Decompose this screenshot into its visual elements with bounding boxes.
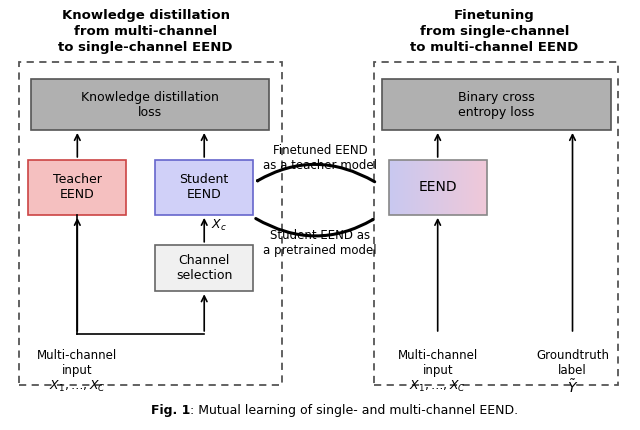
FancyBboxPatch shape bbox=[155, 245, 253, 292]
Bar bbox=[395, 160, 397, 215]
Bar bbox=[420, 160, 421, 215]
Text: $X_c$: $X_c$ bbox=[211, 218, 227, 233]
Bar bbox=[405, 160, 406, 215]
Bar bbox=[479, 160, 480, 215]
Text: Finetuned EEND
as a teacher model: Finetuned EEND as a teacher model bbox=[263, 144, 377, 172]
Bar bbox=[398, 160, 400, 215]
Text: $\tilde{Y}$: $\tilde{Y}$ bbox=[567, 378, 578, 396]
Bar bbox=[418, 160, 420, 215]
FancyBboxPatch shape bbox=[31, 79, 269, 130]
Bar bbox=[459, 160, 461, 215]
Bar bbox=[467, 160, 469, 215]
Text: Multi-channel
input: Multi-channel input bbox=[397, 349, 478, 377]
Text: : Mutual learning of single- and multi-channel EEND.: : Mutual learning of single- and multi-c… bbox=[190, 404, 518, 417]
Bar bbox=[410, 160, 412, 215]
FancyBboxPatch shape bbox=[28, 160, 127, 215]
FancyArrowPatch shape bbox=[256, 218, 373, 236]
FancyBboxPatch shape bbox=[155, 160, 253, 215]
Bar bbox=[451, 160, 452, 215]
Bar bbox=[421, 160, 423, 215]
Bar bbox=[439, 160, 441, 215]
Text: Groundtruth
label: Groundtruth label bbox=[536, 349, 609, 377]
Bar bbox=[413, 160, 415, 215]
Bar bbox=[449, 160, 451, 215]
Bar bbox=[429, 160, 431, 215]
Bar bbox=[482, 160, 484, 215]
Text: $X_1,\ldots,X_C$: $X_1,\ldots,X_C$ bbox=[49, 378, 106, 393]
Bar bbox=[412, 160, 413, 215]
Text: Teacher
EEND: Teacher EEND bbox=[53, 173, 102, 201]
Bar bbox=[462, 160, 464, 215]
Bar bbox=[464, 160, 465, 215]
Bar bbox=[431, 160, 433, 215]
Bar bbox=[424, 160, 426, 215]
Bar bbox=[447, 160, 449, 215]
Text: $X_1,\ldots,X_C$: $X_1,\ldots,X_C$ bbox=[409, 378, 466, 393]
Text: Knowledge distillation
from multi-channel
to single-channel EEND: Knowledge distillation from multi-channe… bbox=[58, 9, 233, 54]
Text: Knowledge distillation
loss: Knowledge distillation loss bbox=[81, 91, 220, 119]
Text: Channel
selection: Channel selection bbox=[176, 254, 232, 282]
Text: Binary cross
entropy loss: Binary cross entropy loss bbox=[458, 91, 535, 119]
Bar bbox=[388, 160, 390, 215]
Bar bbox=[444, 160, 446, 215]
Bar bbox=[400, 160, 402, 215]
Bar bbox=[476, 160, 477, 215]
Bar bbox=[428, 160, 429, 215]
Bar bbox=[408, 160, 410, 215]
Text: Student
EEND: Student EEND bbox=[180, 173, 229, 201]
Bar bbox=[406, 160, 408, 215]
Bar bbox=[484, 160, 485, 215]
Bar bbox=[469, 160, 470, 215]
Bar bbox=[485, 160, 487, 215]
Bar bbox=[415, 160, 417, 215]
Bar bbox=[443, 160, 444, 215]
Bar bbox=[472, 160, 474, 215]
Bar bbox=[465, 160, 467, 215]
Bar bbox=[446, 160, 447, 215]
Text: Fig. 1: Fig. 1 bbox=[150, 404, 190, 417]
Bar bbox=[441, 160, 443, 215]
Bar bbox=[458, 160, 459, 215]
FancyBboxPatch shape bbox=[382, 79, 611, 130]
Text: Finetuning
from single-channel
to multi-channel EEND: Finetuning from single-channel to multi-… bbox=[410, 9, 579, 54]
Bar bbox=[403, 160, 405, 215]
Bar bbox=[392, 160, 394, 215]
Bar bbox=[433, 160, 435, 215]
Bar bbox=[435, 160, 436, 215]
Bar bbox=[461, 160, 462, 215]
Bar bbox=[397, 160, 398, 215]
Bar bbox=[402, 160, 403, 215]
Bar bbox=[426, 160, 428, 215]
Bar bbox=[436, 160, 438, 215]
FancyArrowPatch shape bbox=[257, 164, 374, 182]
Bar bbox=[438, 160, 439, 215]
Text: Multi-channel
input: Multi-channel input bbox=[37, 349, 118, 377]
Bar bbox=[480, 160, 482, 215]
Bar bbox=[390, 160, 392, 215]
Bar bbox=[456, 160, 458, 215]
Bar bbox=[474, 160, 476, 215]
Bar bbox=[394, 160, 395, 215]
Bar bbox=[454, 160, 456, 215]
Bar bbox=[452, 160, 454, 215]
Text: Student EEND as
a pretrained model: Student EEND as a pretrained model bbox=[263, 229, 377, 257]
Bar bbox=[417, 160, 418, 215]
Bar bbox=[470, 160, 472, 215]
Text: EEND: EEND bbox=[419, 181, 457, 194]
Bar bbox=[423, 160, 424, 215]
Bar bbox=[477, 160, 479, 215]
